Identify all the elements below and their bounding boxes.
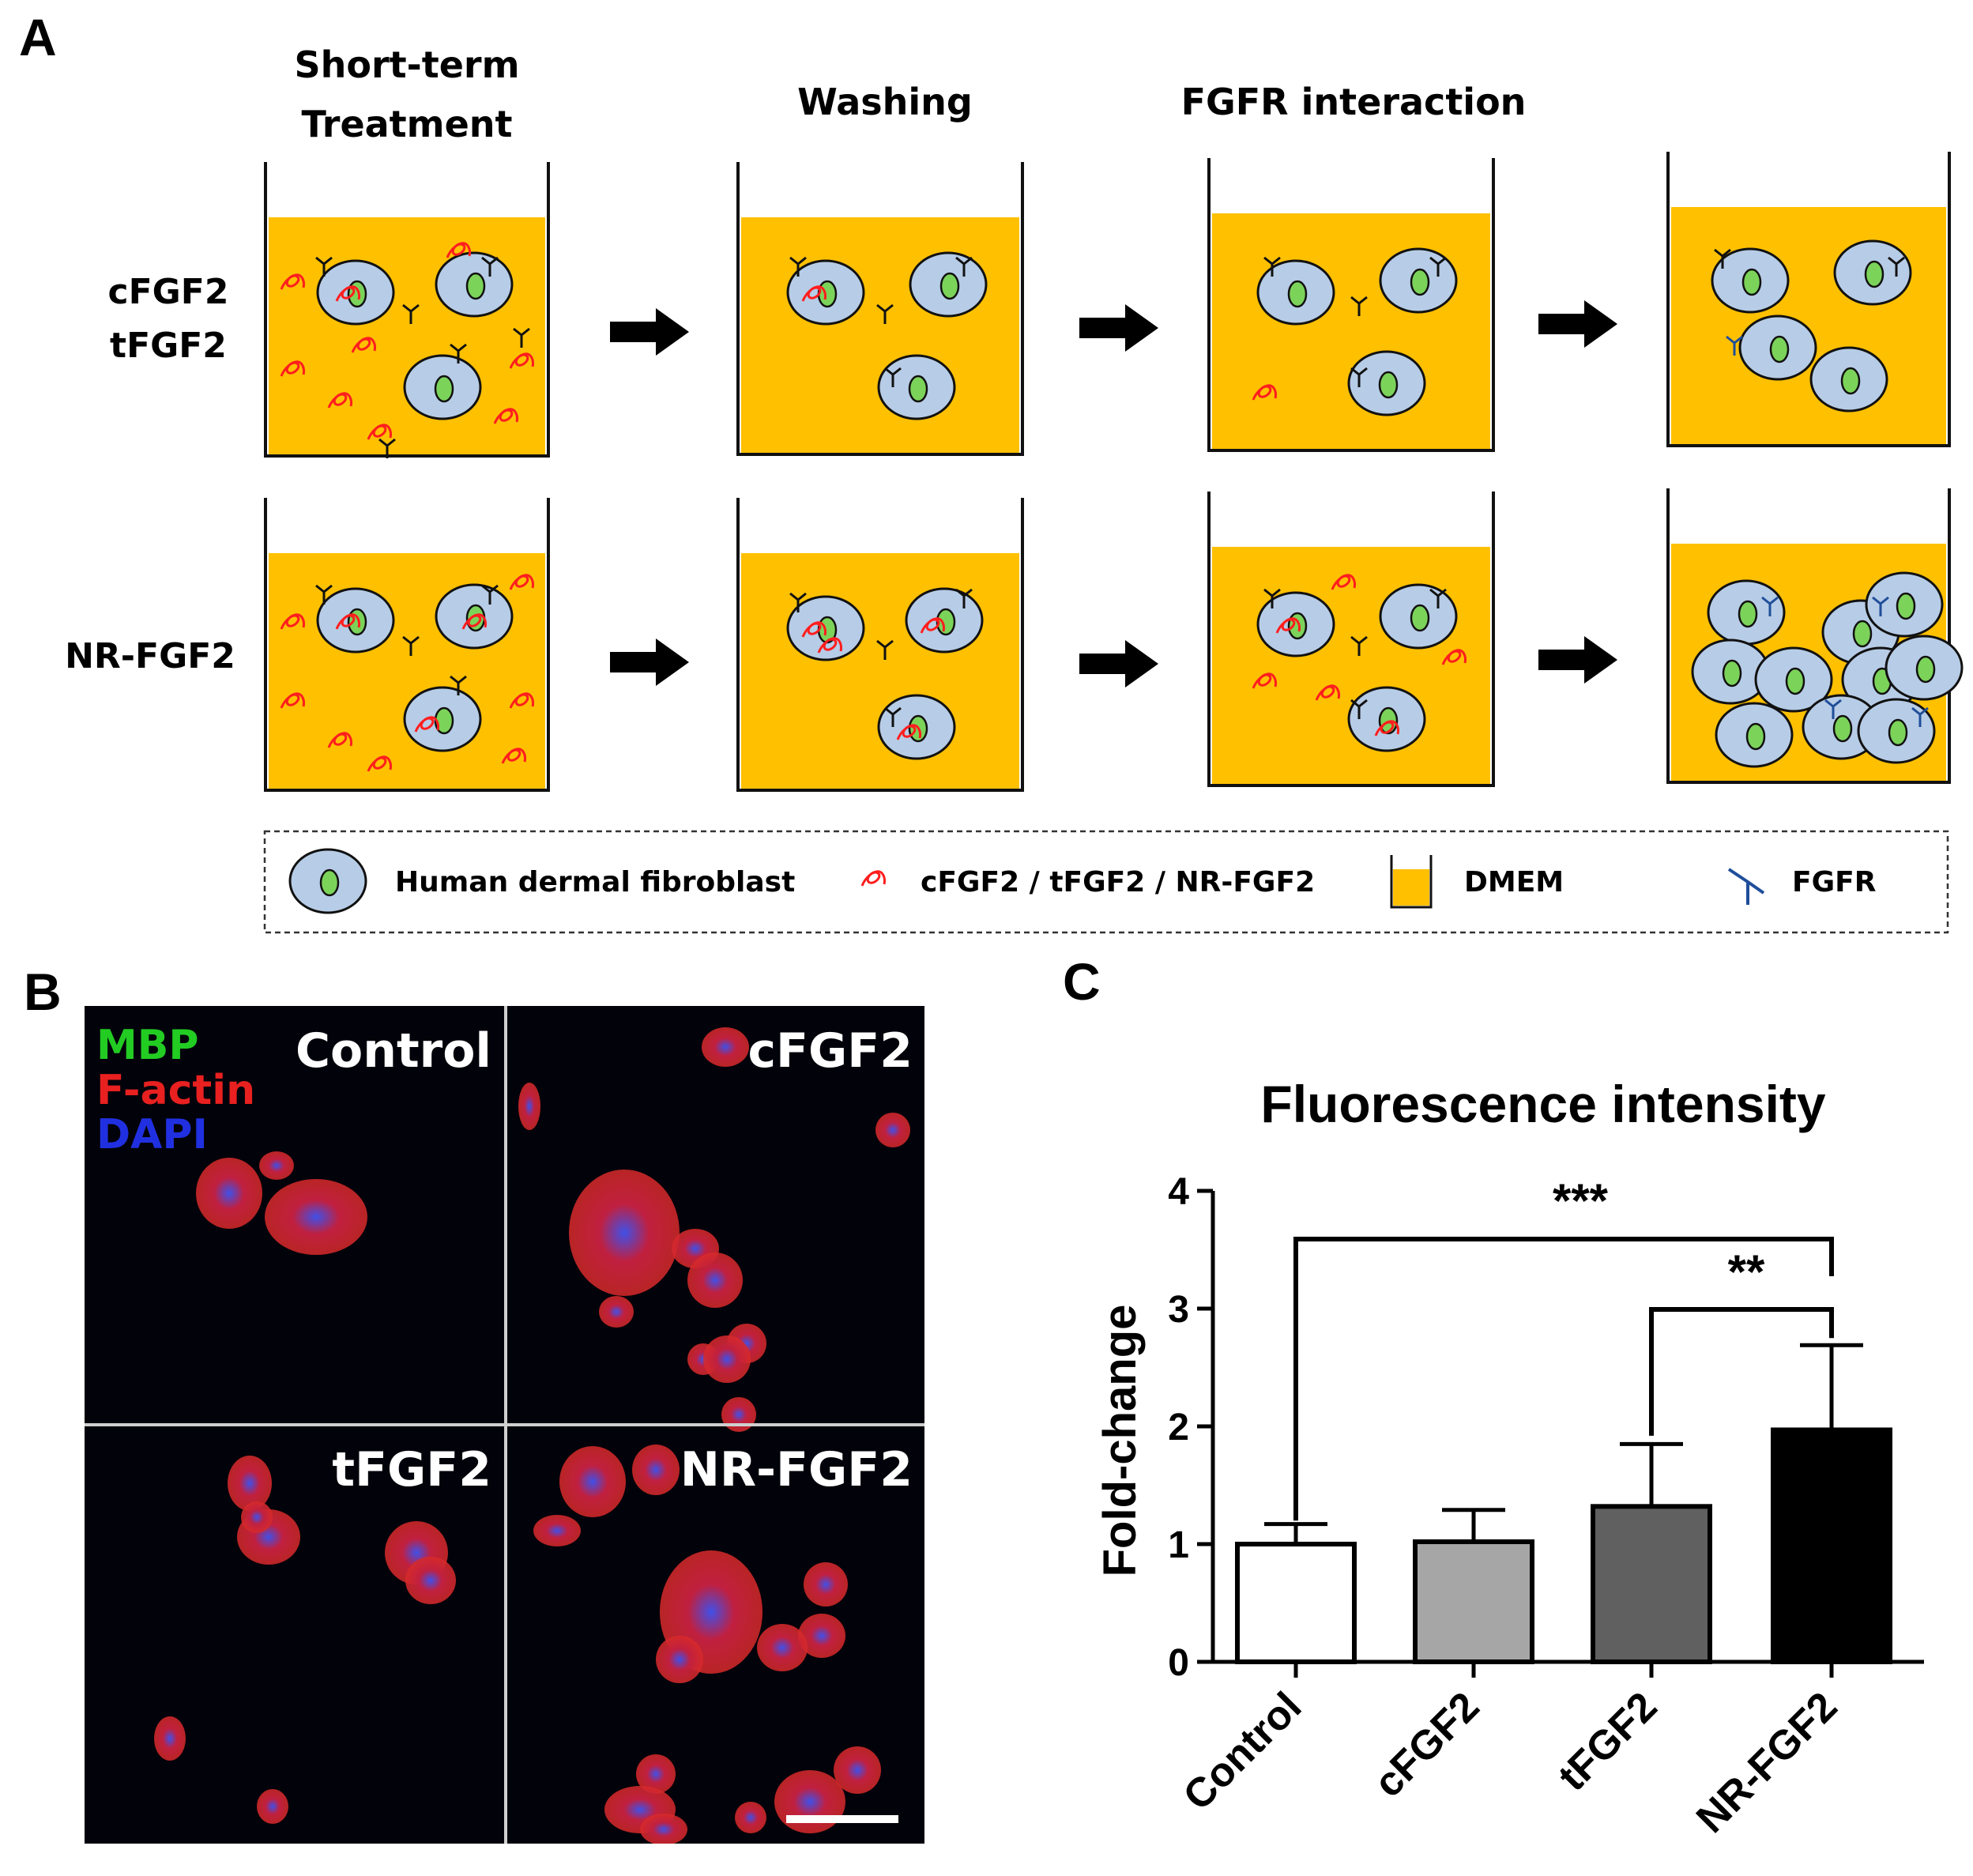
- x-tick-label-tfgf2: tFGF2: [1549, 1683, 1666, 1799]
- significance-bracket: [1293, 1237, 1834, 1521]
- x-tick-label-cfgf2: cFGF2: [1365, 1683, 1488, 1806]
- row-label-nr-fgf2: NR-FGF2: [65, 636, 235, 676]
- arrow-right-icon: [610, 308, 689, 356]
- arrow-right-icon: [1538, 636, 1617, 684]
- well-top-4: [1666, 152, 1951, 447]
- bar-cfgf2: [1413, 1539, 1534, 1665]
- stain-label-dapi: DAPI: [96, 1111, 208, 1158]
- step-title-treatment: Treatment: [301, 103, 512, 145]
- chart-title: Fluorescence intensity: [1260, 1075, 1826, 1133]
- significance-label: ***: [1553, 1174, 1609, 1227]
- fibroblast-cell-icon: [435, 251, 514, 318]
- step-title-washing: Washing: [797, 81, 973, 123]
- y-tick-label: 4: [1168, 1171, 1189, 1213]
- stain-label-f-actin: F-actin: [96, 1067, 255, 1114]
- well-top-2: [736, 162, 1024, 456]
- fibroblast-cell-icon: [403, 354, 482, 420]
- panel-b-microscopy: B: [24, 962, 924, 1844]
- bar-tfgf2: [1591, 1504, 1712, 1664]
- y-tick-label: 3: [1168, 1289, 1189, 1331]
- row-label-cfgf2: cFGF2: [108, 272, 229, 312]
- well-bottom-3: [1207, 492, 1495, 787]
- x-tick-label-control: Control: [1175, 1683, 1311, 1819]
- y-tick-label: 1: [1168, 1524, 1189, 1566]
- significance-bracket: [1649, 1307, 1834, 1436]
- image-label-nr-fgf2: NR-FGF2: [680, 1442, 913, 1497]
- y-tick-label: 0: [1168, 1642, 1189, 1684]
- bar-nr-fgf2: [1771, 1427, 1892, 1664]
- bar-control: [1235, 1542, 1357, 1664]
- well-bottom-4: [1666, 488, 1964, 784]
- well-top-3: [1207, 158, 1495, 452]
- y-axis-label: Fold-change: [1094, 1305, 1146, 1577]
- x-tick-label-nr-fgf2: NR-FGF2: [1688, 1683, 1846, 1841]
- panel-c-letter: C: [1063, 952, 1101, 1011]
- well-bottom-1: [264, 498, 550, 792]
- arrow-right-icon: [1538, 300, 1617, 348]
- image-label-cfgf2: cFGF2: [747, 1023, 913, 1079]
- image-label-tfgf2: tFGF2: [332, 1442, 491, 1497]
- fibroblast-cell-icon: [316, 259, 395, 326]
- schematic-legend: Human dermal fibroblast cFGF2 / tFGF2 / …: [263, 830, 1949, 934]
- step-title-short-term: Short-term: [294, 43, 519, 86]
- dmem-well-icon: [1390, 855, 1433, 909]
- legend-receptor-label: FGFR: [1792, 866, 1876, 898]
- stain-label-mbp: MBP: [96, 1022, 199, 1069]
- arrow-right-icon: [610, 639, 689, 686]
- arrow-right-icon: [1079, 640, 1158, 687]
- fgfr-receptor-icon: [1727, 868, 1765, 905]
- panel-c-bar-chart: C Fluorescence intensity Fold-change 0 1 2…: [1063, 952, 1924, 1842]
- well-top-1: [264, 162, 550, 460]
- significance-label: **: [1728, 1245, 1765, 1298]
- legend-protein-label: cFGF2 / tFGF2 / NR-FGF2: [921, 866, 1315, 898]
- legend-cell-label: Human dermal fibroblast: [395, 866, 795, 898]
- micrograph-cells: [154, 1027, 910, 1844]
- arrow-right-icon: [1079, 304, 1158, 352]
- panel-b-letter: B: [24, 962, 62, 1021]
- y-tick-label: 2: [1168, 1407, 1189, 1448]
- panel-a-letter: A: [19, 8, 57, 66]
- panel-a-schematic: A Short-term Treatment Washing FGFR inte…: [19, 8, 1964, 934]
- legend-medium-label: DMEM: [1464, 866, 1564, 898]
- fibroblast-cell-icon: [288, 848, 367, 914]
- row-label-tfgf2: tFGF2: [110, 326, 227, 366]
- image-label-control: Control: [296, 1023, 491, 1079]
- step-title-fgfr-interaction: FGFR interaction: [1181, 81, 1527, 123]
- well-bottom-2: [736, 498, 1024, 792]
- fgf2-protein-icon: [860, 870, 887, 887]
